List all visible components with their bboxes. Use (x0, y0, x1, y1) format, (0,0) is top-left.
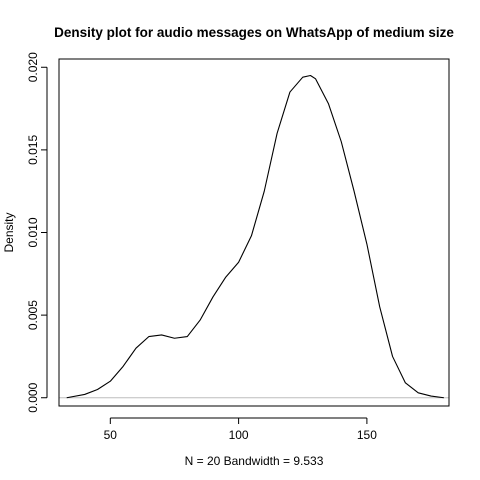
y-tick-label: 0.015 (26, 135, 40, 165)
plot-layer: 50 100 150 0.000 0.005 0.010 0.015 0.020 (26, 52, 450, 442)
x-tick-label: 100 (229, 428, 249, 442)
y-axis-label: Density (2, 212, 16, 252)
y-tick-label: 0.010 (26, 217, 40, 247)
y-axis-label-group: Density (2, 212, 16, 252)
density-line (66, 74, 444, 399)
chart-title: Density plot for audio messages on Whats… (54, 25, 454, 40)
y-tick-label: 0.000 (26, 382, 40, 412)
plot-frame (58, 58, 450, 407)
y-tick-label: 0.020 (26, 52, 40, 82)
x-tick-label: 150 (357, 428, 377, 442)
x-tick-label: 50 (104, 428, 118, 442)
y-tick-label: 0.005 (26, 300, 40, 330)
x-axis-label: N = 20 Bandwidth = 9.533 (185, 454, 324, 468)
